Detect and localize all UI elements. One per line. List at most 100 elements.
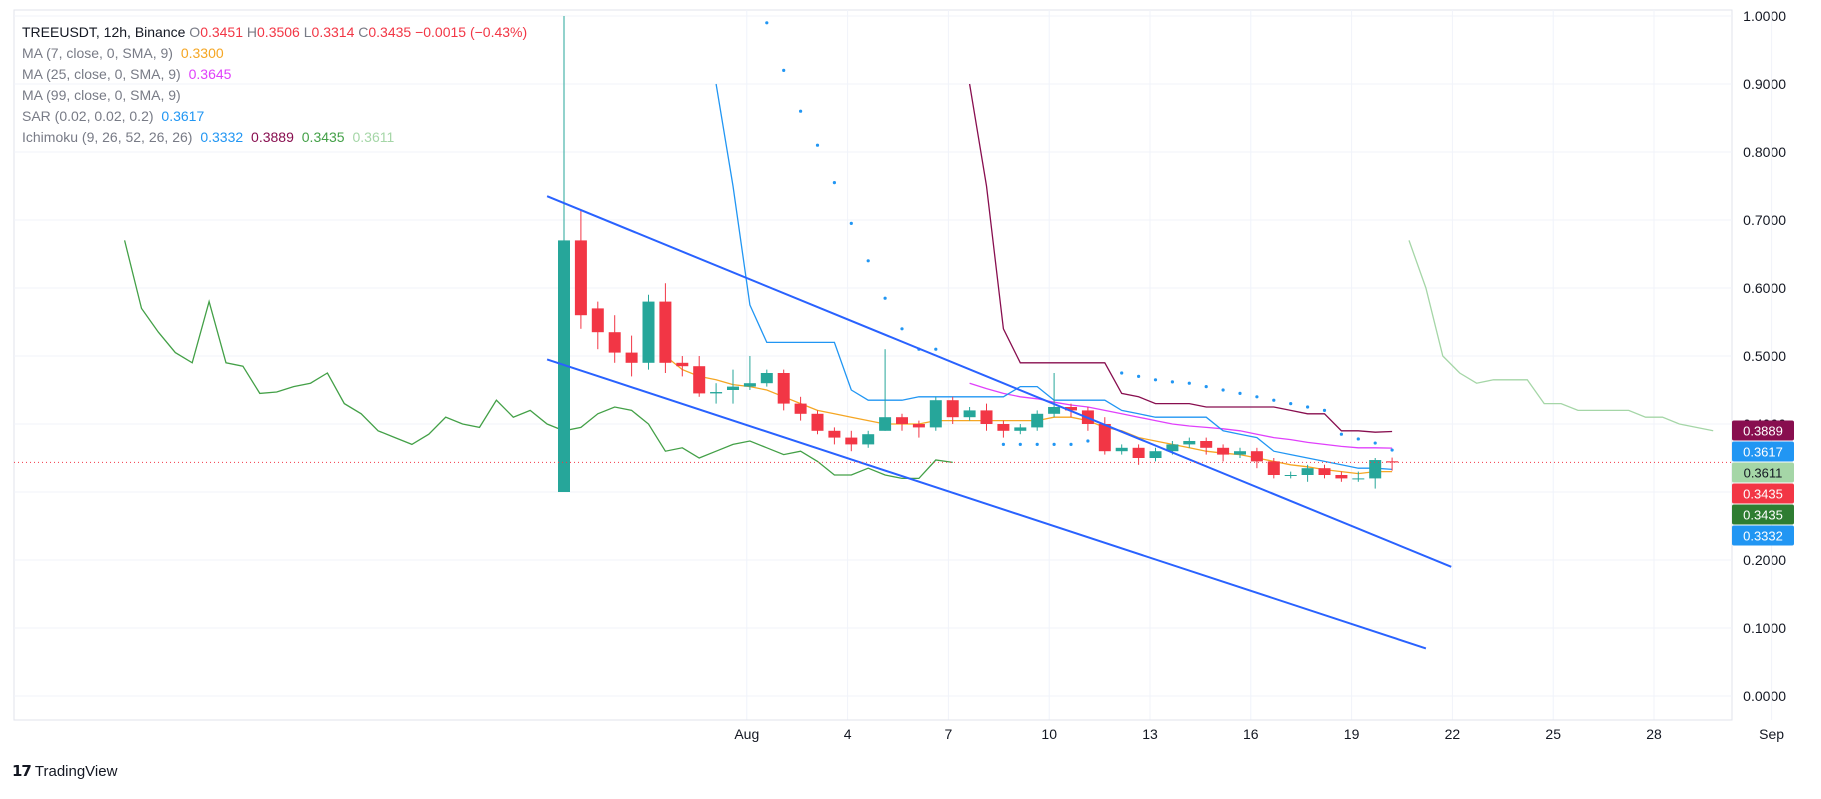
- x-tick-label: 16: [1243, 726, 1259, 742]
- sar-dot: [1069, 442, 1073, 446]
- sar-dot: [1373, 441, 1377, 445]
- indicator-row[interactable]: MA (25, close, 0, SMA, 9) 0.3645: [22, 64, 527, 85]
- candle-body: [946, 400, 959, 418]
- indicator-label: SAR (0.02, 0.02, 0.2): [22, 108, 154, 124]
- indicator-label: MA (99, close, 0, SMA, 9): [22, 87, 181, 103]
- indicator-value: 0.3332: [196, 129, 244, 145]
- indicator-label: MA (7, close, 0, SMA, 9): [22, 45, 173, 61]
- ohlc-value-h: 0.3506: [257, 24, 300, 40]
- candle-body: [608, 332, 621, 353]
- legend-symbol-row: TREEUSDT, 12h, Binance O0.3451 H0.3506 L…: [22, 22, 527, 43]
- x-tick-label: Aug: [734, 726, 759, 742]
- candle-body: [896, 417, 908, 424]
- indicator-value: 0.3435: [297, 129, 345, 145]
- ohlc-values: O0.3451 H0.3506 L0.3314 C0.3435: [189, 24, 415, 40]
- sar-dot: [1272, 398, 1276, 402]
- indicator-label: MA (25, close, 0, SMA, 9): [22, 66, 181, 82]
- sar-dot: [1339, 432, 1343, 436]
- candle-body: [743, 383, 756, 387]
- x-tick-label: Sep: [1759, 726, 1784, 742]
- ohlc-key-c: C: [354, 24, 369, 40]
- sar-dot: [782, 68, 786, 72]
- symbol-label[interactable]: TREEUSDT, 12h, Binance: [22, 24, 186, 40]
- candle-body: [1318, 468, 1331, 475]
- price-label-badge: [1732, 504, 1794, 525]
- indicator-row[interactable]: MA (7, close, 0, SMA, 9) 0.3300: [22, 43, 527, 64]
- y-tick-label: 0.2000: [1743, 552, 1786, 568]
- candle-body: [642, 301, 655, 363]
- series-line: [968, 83, 1393, 433]
- candle-body: [912, 424, 925, 428]
- ohlc-key-o: O: [189, 24, 201, 40]
- trendline[interactable]: [546, 358, 1427, 650]
- x-tick-label: 13: [1142, 726, 1158, 742]
- sar-dot: [883, 296, 887, 300]
- sar-dot: [1356, 437, 1360, 441]
- sar-dot: [900, 327, 904, 331]
- candle-body: [727, 386, 739, 390]
- x-tick-label: 7: [945, 726, 953, 742]
- price-label-badge: [1732, 420, 1794, 441]
- candle-body: [676, 362, 689, 367]
- price-label-text: 0.3332: [1743, 529, 1783, 544]
- ohlc-value-o: 0.3451: [200, 24, 244, 40]
- sar-dot: [815, 143, 820, 147]
- candle-body: [1065, 407, 1077, 411]
- indicator-value: 0.3645: [184, 66, 232, 82]
- price-change: −0.0015 (−0.43%): [415, 24, 528, 40]
- y-tick-label: 0.9000: [1743, 76, 1786, 92]
- x-tick-label: 4: [844, 726, 852, 742]
- series-line: [969, 382, 1393, 449]
- candle-body: [828, 430, 841, 438]
- price-label-badge: [1732, 462, 1794, 483]
- candle-body: [777, 373, 790, 404]
- candle-body: [760, 373, 773, 384]
- sar-dot: [1306, 405, 1310, 409]
- y-tick-label: 0.6000: [1743, 280, 1786, 296]
- y-tick-label: 0.5000: [1743, 348, 1786, 364]
- candle-body: [1132, 447, 1145, 458]
- tradingview-brand[interactable]: 𝟭𝟳 TradingView: [12, 762, 118, 781]
- sar-dot: [1221, 388, 1225, 392]
- candle-body: [591, 308, 604, 333]
- trendline[interactable]: [546, 195, 1452, 568]
- sar-dot: [1153, 378, 1158, 382]
- y-tick-label: 0.1000: [1743, 620, 1786, 636]
- candle-body: [1014, 427, 1027, 431]
- candle-body: [794, 403, 807, 414]
- sar-dot: [1001, 442, 1006, 446]
- candle-body: [1352, 478, 1365, 480]
- sar-dot: [1289, 402, 1293, 406]
- candle-body: [862, 434, 875, 445]
- price-label-badge: [1732, 441, 1794, 462]
- candle-body: [1048, 407, 1061, 414]
- ohlc-value-c: 0.3435: [368, 24, 412, 40]
- candle-body: [963, 410, 976, 418]
- candle-body: [574, 240, 587, 316]
- indicator-value: 0.3300: [176, 45, 224, 61]
- sar-dot: [1170, 380, 1174, 384]
- indicator-row[interactable]: Ichimoku (9, 26, 52, 26, 26) 0.3332 0.38…: [22, 127, 527, 148]
- price-label-badge: [1732, 483, 1794, 504]
- sar-dot: [866, 259, 870, 263]
- price-label-badge: [1732, 525, 1794, 546]
- indicator-row[interactable]: SAR (0.02, 0.02, 0.2) 0.3617: [22, 106, 527, 127]
- ohlc-key-l: L: [299, 24, 312, 40]
- x-tick-label: 25: [1545, 726, 1561, 742]
- candle-body: [997, 424, 1010, 431]
- candle-body: [1031, 413, 1044, 428]
- indicator-value: 0.3617: [157, 108, 205, 124]
- sar-dot: [832, 181, 837, 185]
- sar-dot: [1238, 391, 1242, 395]
- price-label-text: 0.3611: [1744, 466, 1783, 481]
- candle-body: [1267, 461, 1280, 475]
- price-label-text: 0.3435: [1743, 508, 1783, 523]
- indicator-row[interactable]: MA (99, close, 0, SMA, 9): [22, 85, 527, 106]
- sar-dot: [765, 21, 769, 25]
- brand-label: TradingView: [34, 762, 118, 780]
- price-label-text: 0.3435: [1743, 487, 1783, 502]
- candle-body: [1115, 447, 1128, 452]
- candle-body: [1386, 461, 1399, 463]
- sar-dot: [1137, 374, 1141, 378]
